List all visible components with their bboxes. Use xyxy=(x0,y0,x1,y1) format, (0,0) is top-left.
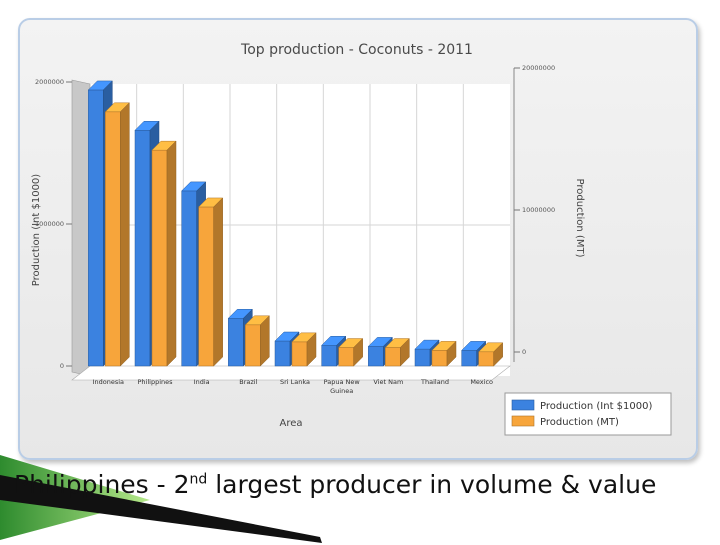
bar-volume xyxy=(431,350,448,367)
bar-side-face xyxy=(400,337,410,367)
bar-value xyxy=(461,350,477,367)
bar-side-face xyxy=(120,102,130,367)
x-tick-label: Brazil xyxy=(239,378,257,386)
bar-volume xyxy=(198,206,214,367)
y-tick-label: 0 xyxy=(60,362,64,370)
bar-value xyxy=(274,340,291,367)
bar-value xyxy=(368,346,384,367)
bar-value xyxy=(134,130,151,367)
legend-box xyxy=(504,392,672,436)
x-tick-label: Mexico xyxy=(470,378,493,386)
bar-volume xyxy=(338,347,354,367)
plot-side-wall xyxy=(71,79,91,377)
legend-swatch xyxy=(511,399,535,411)
x-tick-label: Papua New xyxy=(324,378,361,386)
bar-volume xyxy=(105,111,121,367)
bar-volume xyxy=(478,351,494,367)
bar-volume xyxy=(385,347,401,367)
y-axis-label: Production (Int $1000) xyxy=(31,174,42,286)
legend-label: Production (Int $1000) xyxy=(540,401,652,412)
x-tick-label: Philippines xyxy=(137,378,173,386)
bar-volume xyxy=(151,149,168,367)
bar-value xyxy=(181,190,197,367)
caption: Philippines - 2nd largest producer in vo… xyxy=(14,470,657,499)
y-tick-label: 2000000 xyxy=(35,78,64,86)
bar-volume xyxy=(245,324,261,367)
x-tick-label: Indonesia xyxy=(93,378,124,386)
bar-value xyxy=(414,348,431,367)
y2-tick-label: 20000000 xyxy=(522,64,555,72)
x-tick-label: Sri Lanka xyxy=(280,378,310,386)
x-tick-label: Thailand xyxy=(420,378,449,386)
x-tick-label: Guinea xyxy=(330,387,353,395)
y2-tick-label: 10000000 xyxy=(522,206,555,214)
bar-side-face xyxy=(166,140,177,367)
legend-label: Production (MT) xyxy=(540,417,619,428)
bar-value xyxy=(88,89,104,367)
plot-floor xyxy=(71,365,511,381)
bar-side-face xyxy=(353,337,363,367)
chart-title: Top production - Coconuts - 2011 xyxy=(240,42,473,58)
bar-side-face xyxy=(493,342,503,367)
bar-side-face xyxy=(260,315,270,367)
x-tick-label: India xyxy=(194,378,210,386)
bar-side-face xyxy=(213,197,223,367)
bar-value xyxy=(321,345,337,367)
bar-side-face xyxy=(306,332,317,367)
decorative-swoosh xyxy=(0,455,322,543)
bar-value xyxy=(228,318,244,367)
y-tick-label: 1000000 xyxy=(35,220,64,228)
bar-volume xyxy=(291,341,308,367)
y2-tick-label: 0 xyxy=(522,348,526,356)
legend-swatch xyxy=(511,415,535,427)
x-axis-label: Area xyxy=(279,418,302,429)
x-tick-label: Viet Nam xyxy=(373,378,403,386)
y2-axis-label: Production (MT) xyxy=(574,179,585,258)
bar-side-face xyxy=(446,340,457,367)
